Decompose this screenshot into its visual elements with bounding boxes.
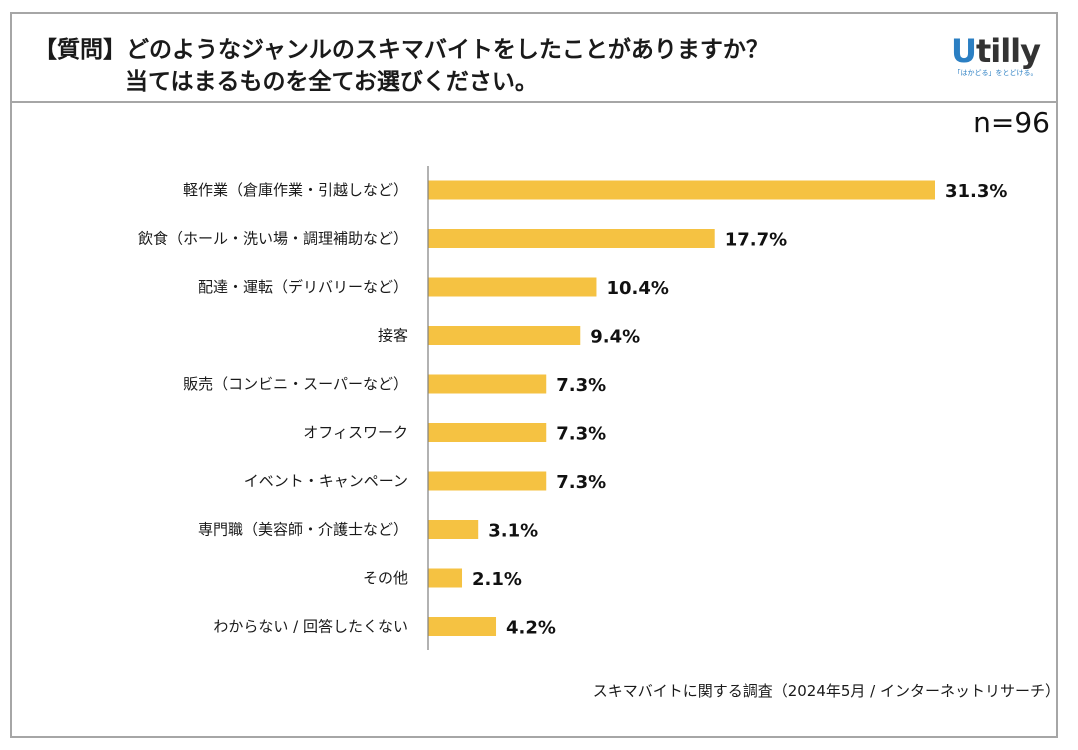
- bar: [428, 180, 935, 200]
- utilly-logo: Utilly 「はかどる」をとどける。: [950, 32, 1041, 78]
- category-label: 軽作業（倉庫作業・引越しなど）: [183, 181, 408, 199]
- category-label: 配達・運転（デリバリーなど）: [198, 278, 408, 296]
- value-label: 31.3%: [945, 181, 1007, 202]
- category-labels: 軽作業（倉庫作業・引越しなど） 飲食（ホール・洗い場・調理補助など） 配達・運転（デ…: [138, 181, 408, 636]
- value-label: 9.4%: [590, 327, 640, 348]
- sample-size: n=96: [973, 106, 1050, 139]
- bars: [428, 180, 935, 636]
- question-title-line2: 当てはまるものを全てお選びください。: [125, 69, 538, 95]
- category-label: その他: [363, 569, 408, 587]
- bar: [428, 229, 715, 248]
- category-label: 飲食（ホール・洗い場・調理補助など）: [138, 230, 408, 248]
- category-label: 接客: [378, 327, 408, 345]
- category-label: 専門職（美容師・介護士など）: [198, 521, 408, 539]
- value-labels: 31.3% 17.7% 10.4% 9.4% 7.3% 7.3% 7.3% 3.1% 2.1% 4…: [472, 181, 1007, 639]
- bar: [428, 520, 479, 539]
- survey-footnote: スキマバイトに関する調査（2024年5月 / インターネットリサーチ）: [592, 682, 1060, 700]
- category-label: わからない / 回答したくない: [213, 618, 408, 636]
- bar: [428, 277, 597, 297]
- bar: [428, 326, 581, 345]
- category-label: イベント・キャンペーン: [244, 472, 408, 490]
- bar: [428, 374, 547, 394]
- bar: [428, 617, 497, 636]
- category-label: オフィスワーク: [303, 424, 408, 442]
- question-header: 【質問】どのようなジャンルのスキマバイトをしたことがありますか？ 当てはまるもの…: [12, 14, 1056, 103]
- value-label: 7.3%: [556, 424, 606, 445]
- bar: [428, 423, 547, 442]
- value-label: 7.3%: [556, 375, 606, 396]
- value-label: 3.1%: [488, 521, 538, 542]
- question-title-line1: 【質問】どのようなジャンルのスキマバイトをしたことがありますか？: [34, 37, 769, 63]
- value-label: 2.1%: [472, 569, 522, 590]
- value-label: 17.7%: [725, 230, 787, 251]
- logo-wordmark: Utilly: [950, 32, 1041, 70]
- category-label: 販売（コンビニ・スーパーなど）: [183, 375, 408, 393]
- value-label: 7.3%: [556, 472, 606, 493]
- bar: [428, 471, 547, 491]
- value-label: 10.4%: [606, 278, 668, 299]
- value-label: 4.2%: [506, 618, 556, 639]
- logo-tagline: 「はかどる」をとどける。: [953, 69, 1038, 77]
- bar: [428, 568, 463, 588]
